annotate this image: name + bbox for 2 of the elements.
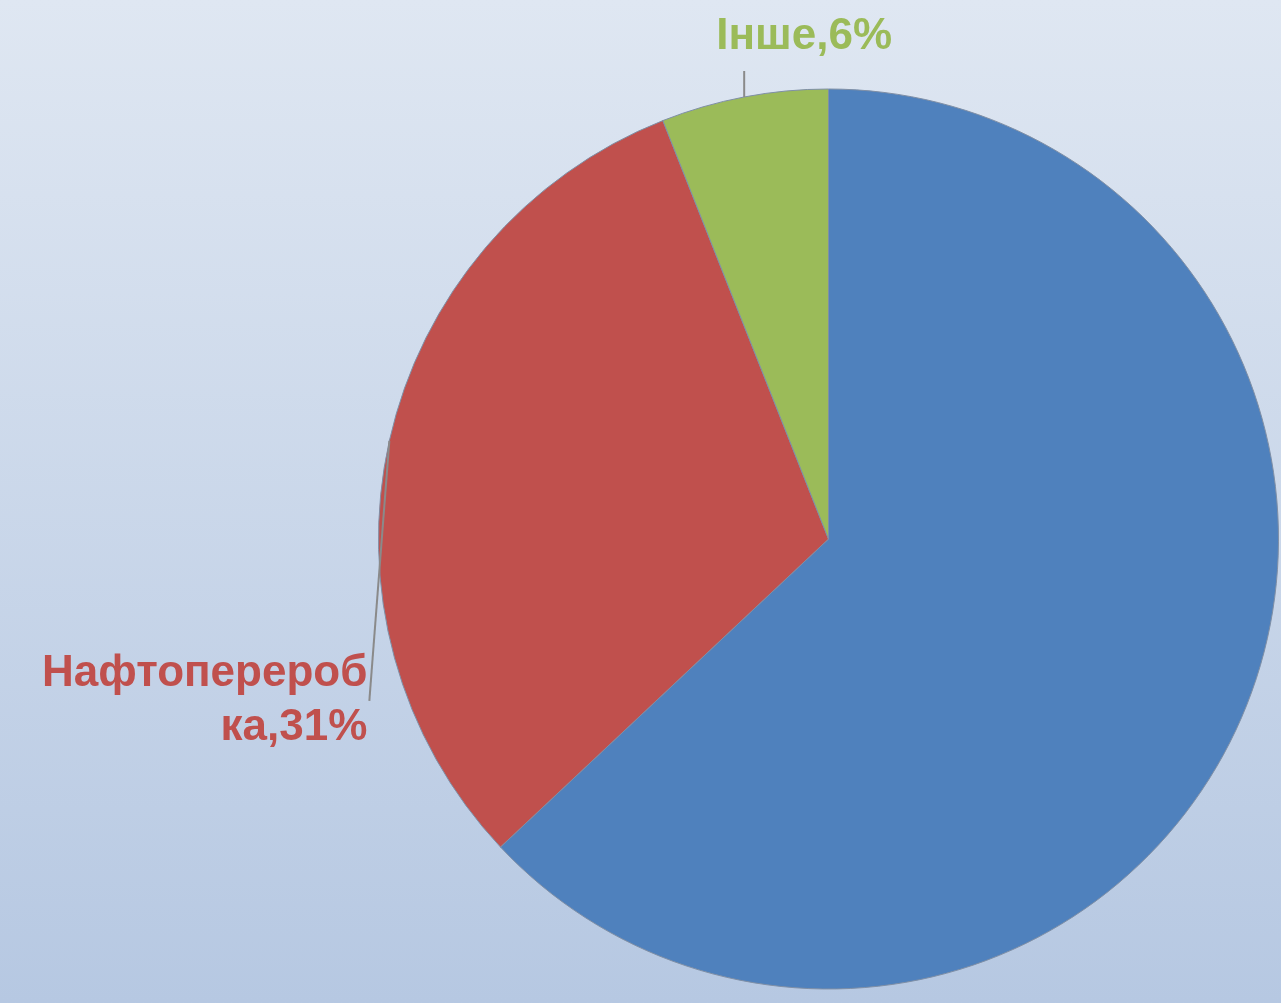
slice-label: Нафтопереробка,31% bbox=[41, 645, 368, 749]
slice-label: Інше,6% bbox=[716, 9, 893, 59]
